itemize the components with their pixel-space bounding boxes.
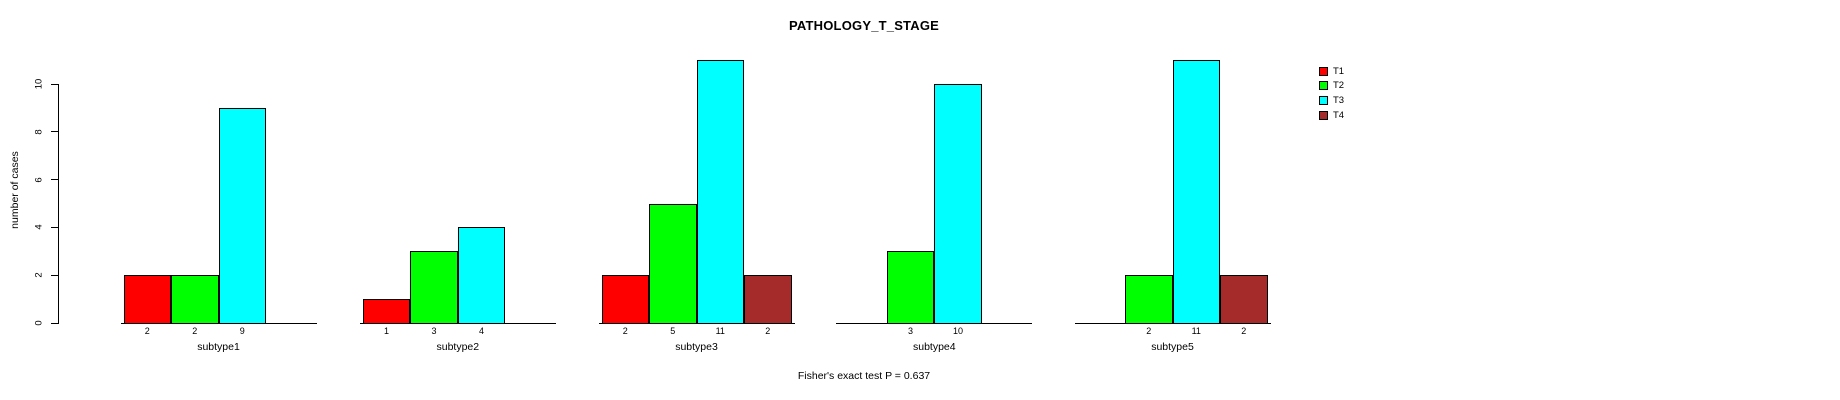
bar-T2-subtype3 xyxy=(649,203,697,324)
legend-item-T4: T4 xyxy=(1319,108,1344,123)
bar-count-label: 1 xyxy=(384,326,390,336)
bar-T2-subtype2 xyxy=(410,251,458,324)
legend-label-T2: T2 xyxy=(1333,80,1345,92)
y-tick-label: 2 xyxy=(33,272,45,278)
bar-T4-subtype5 xyxy=(1220,275,1268,324)
legend-label-T1: T1 xyxy=(1333,65,1345,77)
y-tick-label: 6 xyxy=(33,176,45,183)
y-tick-mark xyxy=(51,179,58,181)
bar-count-label: 3 xyxy=(431,326,437,336)
chart-title: PATHOLOGY_T_STAGE xyxy=(788,18,940,33)
bar-count-label: 3 xyxy=(908,326,914,336)
bar-count-label: 2 xyxy=(192,326,198,336)
bar-T1-subtype2 xyxy=(362,299,411,324)
bar-count-label: 9 xyxy=(239,326,245,336)
bar-T3-subtype4 xyxy=(934,84,982,324)
bar-T3-subtype3 xyxy=(696,60,744,324)
panel-label-subtype4: subtype4 xyxy=(912,341,956,353)
bar-T1-subtype1 xyxy=(123,275,171,324)
y-tick-label: 0 xyxy=(33,320,45,326)
bar-count-label: 5 xyxy=(670,326,676,336)
bar-count-label: 2 xyxy=(1146,326,1152,336)
bar-count-label: 2 xyxy=(144,326,150,336)
bar-T3-subtype2 xyxy=(457,227,506,324)
y-tick-mark xyxy=(51,226,58,228)
legend-swatch-T4 xyxy=(1319,110,1328,120)
bar-T2-subtype4 xyxy=(886,251,935,324)
legend-item-T1: T1 xyxy=(1319,64,1344,79)
bar-count-label: 11 xyxy=(1191,326,1201,336)
bar-count-label: 2 xyxy=(622,326,628,336)
bar-T2-subtype1 xyxy=(171,275,219,324)
legend-item-T3: T3 xyxy=(1319,93,1344,108)
y-tick-mark xyxy=(51,83,58,85)
legend-item-T2: T2 xyxy=(1319,79,1344,94)
y-axis-line xyxy=(58,84,59,324)
bar-count-label: 4 xyxy=(479,326,485,336)
bar-count-label: 2 xyxy=(1241,326,1247,336)
fisher-test-annotation: Fisher's exact test P = 0.637 xyxy=(797,370,931,382)
legend-label-T4: T4 xyxy=(1333,109,1345,121)
bar-count-label: 10 xyxy=(953,326,964,336)
bar-T3-subtype5 xyxy=(1172,60,1220,324)
legend-label-T3: T3 xyxy=(1333,94,1345,106)
y-tick-label: 10 xyxy=(33,78,45,90)
bar-T2-subtype5 xyxy=(1125,275,1173,324)
panel-label-subtype3: subtype3 xyxy=(675,341,718,353)
bar-T1-subtype3 xyxy=(601,275,649,324)
y-tick-mark xyxy=(51,322,58,324)
legend-swatch-T2 xyxy=(1319,81,1328,91)
panel-label-subtype1: subtype1 xyxy=(197,341,240,353)
bar-count-label: 11 xyxy=(715,326,725,336)
y-tick-label: 4 xyxy=(33,224,45,231)
legend-swatch-T3 xyxy=(1319,95,1328,105)
y-axis-label: number of cases xyxy=(9,151,21,229)
y-tick-label: 8 xyxy=(33,129,45,135)
panel-label-subtype2: subtype2 xyxy=(436,341,480,353)
panel-label-subtype5: subtype5 xyxy=(1151,341,1194,353)
bar-T3-subtype1 xyxy=(218,107,266,324)
legend-swatch-T1 xyxy=(1319,66,1328,76)
y-tick-mark xyxy=(51,131,58,133)
bar-count-label: 2 xyxy=(765,326,771,336)
bar-T4-subtype3 xyxy=(744,275,792,324)
y-tick-mark xyxy=(51,274,58,276)
legend: T1 T2 T3 T4 xyxy=(1319,64,1344,122)
